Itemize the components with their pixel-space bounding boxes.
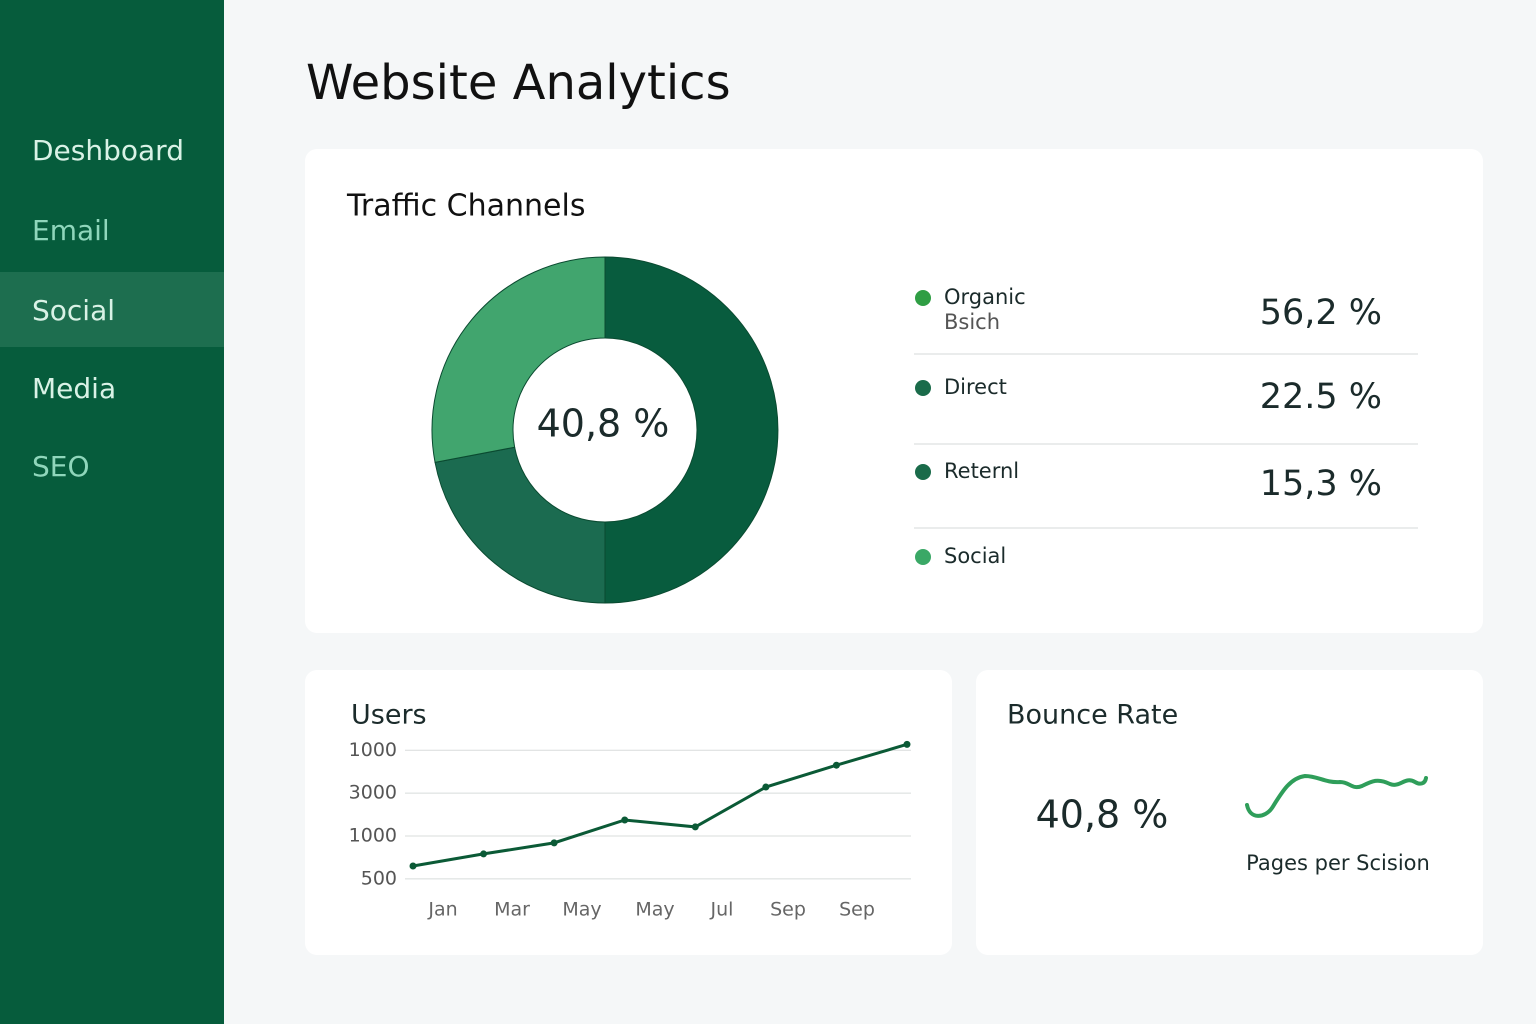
x-tick-label: Jul bbox=[710, 899, 734, 921]
point bbox=[762, 783, 770, 791]
page-title: Website Analytics bbox=[306, 55, 731, 111]
legend-name: Reternl bbox=[944, 459, 1019, 483]
x-tick-label: Mar bbox=[494, 899, 530, 921]
point bbox=[409, 862, 417, 870]
sparkline-caption: Pages per Scision bbox=[1246, 851, 1430, 875]
legend-name: Social bbox=[944, 544, 1006, 568]
point bbox=[903, 740, 911, 748]
legend-dot bbox=[915, 380, 931, 396]
donut-chart bbox=[431, 256, 779, 604]
y-tick-label: 500 bbox=[361, 867, 397, 889]
donut-slice bbox=[604, 256, 779, 604]
nav: Deshboard Email Social Media SEO bbox=[0, 134, 224, 483]
donut-slice bbox=[434, 446, 606, 604]
legend-name: Organic bbox=[944, 285, 1026, 309]
nav-item[interactable]: Email bbox=[32, 214, 110, 247]
sidebar bbox=[0, 0, 224, 1024]
card-title: Traffic Channels bbox=[346, 189, 585, 224]
nav-item[interactable]: Media bbox=[32, 372, 116, 405]
bounce-value: 40,8 % bbox=[1036, 793, 1169, 837]
point bbox=[480, 850, 488, 858]
x-tick-label: Sep bbox=[770, 899, 806, 921]
x-tick-label: Jan bbox=[427, 899, 457, 921]
point bbox=[621, 816, 629, 824]
x-tick-label: May bbox=[635, 899, 674, 921]
users-card bbox=[305, 670, 952, 955]
line bbox=[412, 742, 908, 868]
legend-value: 15,3 % bbox=[1260, 464, 1382, 504]
line-chart: 500 1000 3000 1000 Jan Mar May May Jul Sep Sep bbox=[349, 739, 911, 921]
bounce-card bbox=[976, 670, 1483, 955]
x-tick-label: Sep bbox=[839, 899, 875, 921]
legend-dot bbox=[915, 290, 931, 306]
nav-item[interactable]: Deshboard bbox=[32, 134, 184, 167]
x-tick-label: May bbox=[562, 899, 601, 921]
donut-center-label: 40,8 % bbox=[537, 402, 670, 446]
legend-name: Direct bbox=[944, 375, 1007, 399]
point bbox=[832, 761, 840, 769]
sparkline bbox=[1245, 773, 1428, 818]
legend-dot bbox=[915, 549, 931, 565]
donut-slice bbox=[431, 256, 606, 464]
point bbox=[691, 823, 699, 831]
nav-item[interactable]: Social bbox=[32, 294, 115, 327]
legend-value: 22.5 % bbox=[1260, 377, 1382, 417]
legend-sub: Bsich bbox=[944, 310, 1000, 334]
nav-active-bg bbox=[0, 272, 224, 347]
point bbox=[550, 839, 558, 847]
y-tick-label: 1000 bbox=[349, 739, 397, 761]
y-tick-label: 1000 bbox=[349, 824, 397, 846]
card-title: Bounce Rate bbox=[1007, 700, 1178, 731]
card-title: Users bbox=[351, 700, 427, 731]
nav-item[interactable]: SEO bbox=[32, 450, 90, 483]
legend-value: 56,2 % bbox=[1260, 293, 1382, 333]
legend-dot bbox=[915, 464, 931, 480]
y-tick-label: 3000 bbox=[349, 782, 397, 804]
